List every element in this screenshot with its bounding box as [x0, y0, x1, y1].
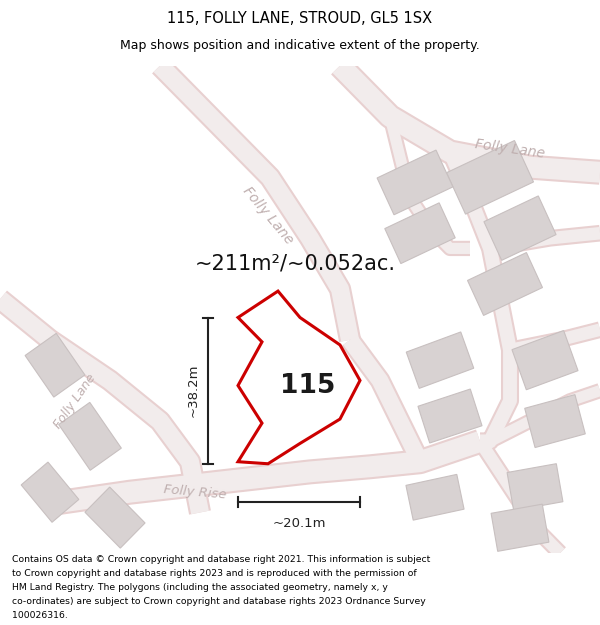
Text: 115, FOLLY LANE, STROUD, GL5 1SX: 115, FOLLY LANE, STROUD, GL5 1SX — [167, 11, 433, 26]
Polygon shape — [418, 389, 482, 443]
Polygon shape — [406, 474, 464, 520]
Polygon shape — [385, 203, 455, 264]
Text: 100026316.: 100026316. — [12, 611, 68, 619]
Polygon shape — [525, 394, 585, 448]
Polygon shape — [446, 141, 533, 214]
Text: Folly Lane: Folly Lane — [52, 371, 98, 431]
Polygon shape — [484, 196, 556, 261]
Text: Map shows position and indicative extent of the property.: Map shows position and indicative extent… — [120, 39, 480, 52]
Polygon shape — [377, 150, 453, 215]
Polygon shape — [85, 487, 145, 548]
Polygon shape — [25, 333, 85, 397]
Text: ~211m²/~0.052ac.: ~211m²/~0.052ac. — [194, 254, 395, 274]
Text: 115: 115 — [280, 372, 335, 399]
Text: Folly Lane: Folly Lane — [240, 184, 296, 248]
Text: co-ordinates) are subject to Crown copyright and database rights 2023 Ordnance S: co-ordinates) are subject to Crown copyr… — [12, 597, 426, 606]
Text: Folly Lane: Folly Lane — [474, 137, 546, 161]
Polygon shape — [21, 462, 79, 522]
Polygon shape — [59, 402, 121, 470]
Polygon shape — [491, 504, 549, 551]
Text: Folly Rise: Folly Rise — [163, 483, 227, 501]
Text: to Crown copyright and database rights 2023 and is reproduced with the permissio: to Crown copyright and database rights 2… — [12, 569, 416, 578]
Polygon shape — [467, 253, 542, 316]
Polygon shape — [507, 464, 563, 511]
Text: ~38.2m: ~38.2m — [187, 364, 200, 418]
Polygon shape — [406, 332, 474, 388]
Polygon shape — [512, 331, 578, 390]
Text: HM Land Registry. The polygons (including the associated geometry, namely x, y: HM Land Registry. The polygons (includin… — [12, 582, 388, 592]
Text: ~20.1m: ~20.1m — [272, 516, 326, 529]
Text: Contains OS data © Crown copyright and database right 2021. This information is : Contains OS data © Crown copyright and d… — [12, 554, 430, 564]
